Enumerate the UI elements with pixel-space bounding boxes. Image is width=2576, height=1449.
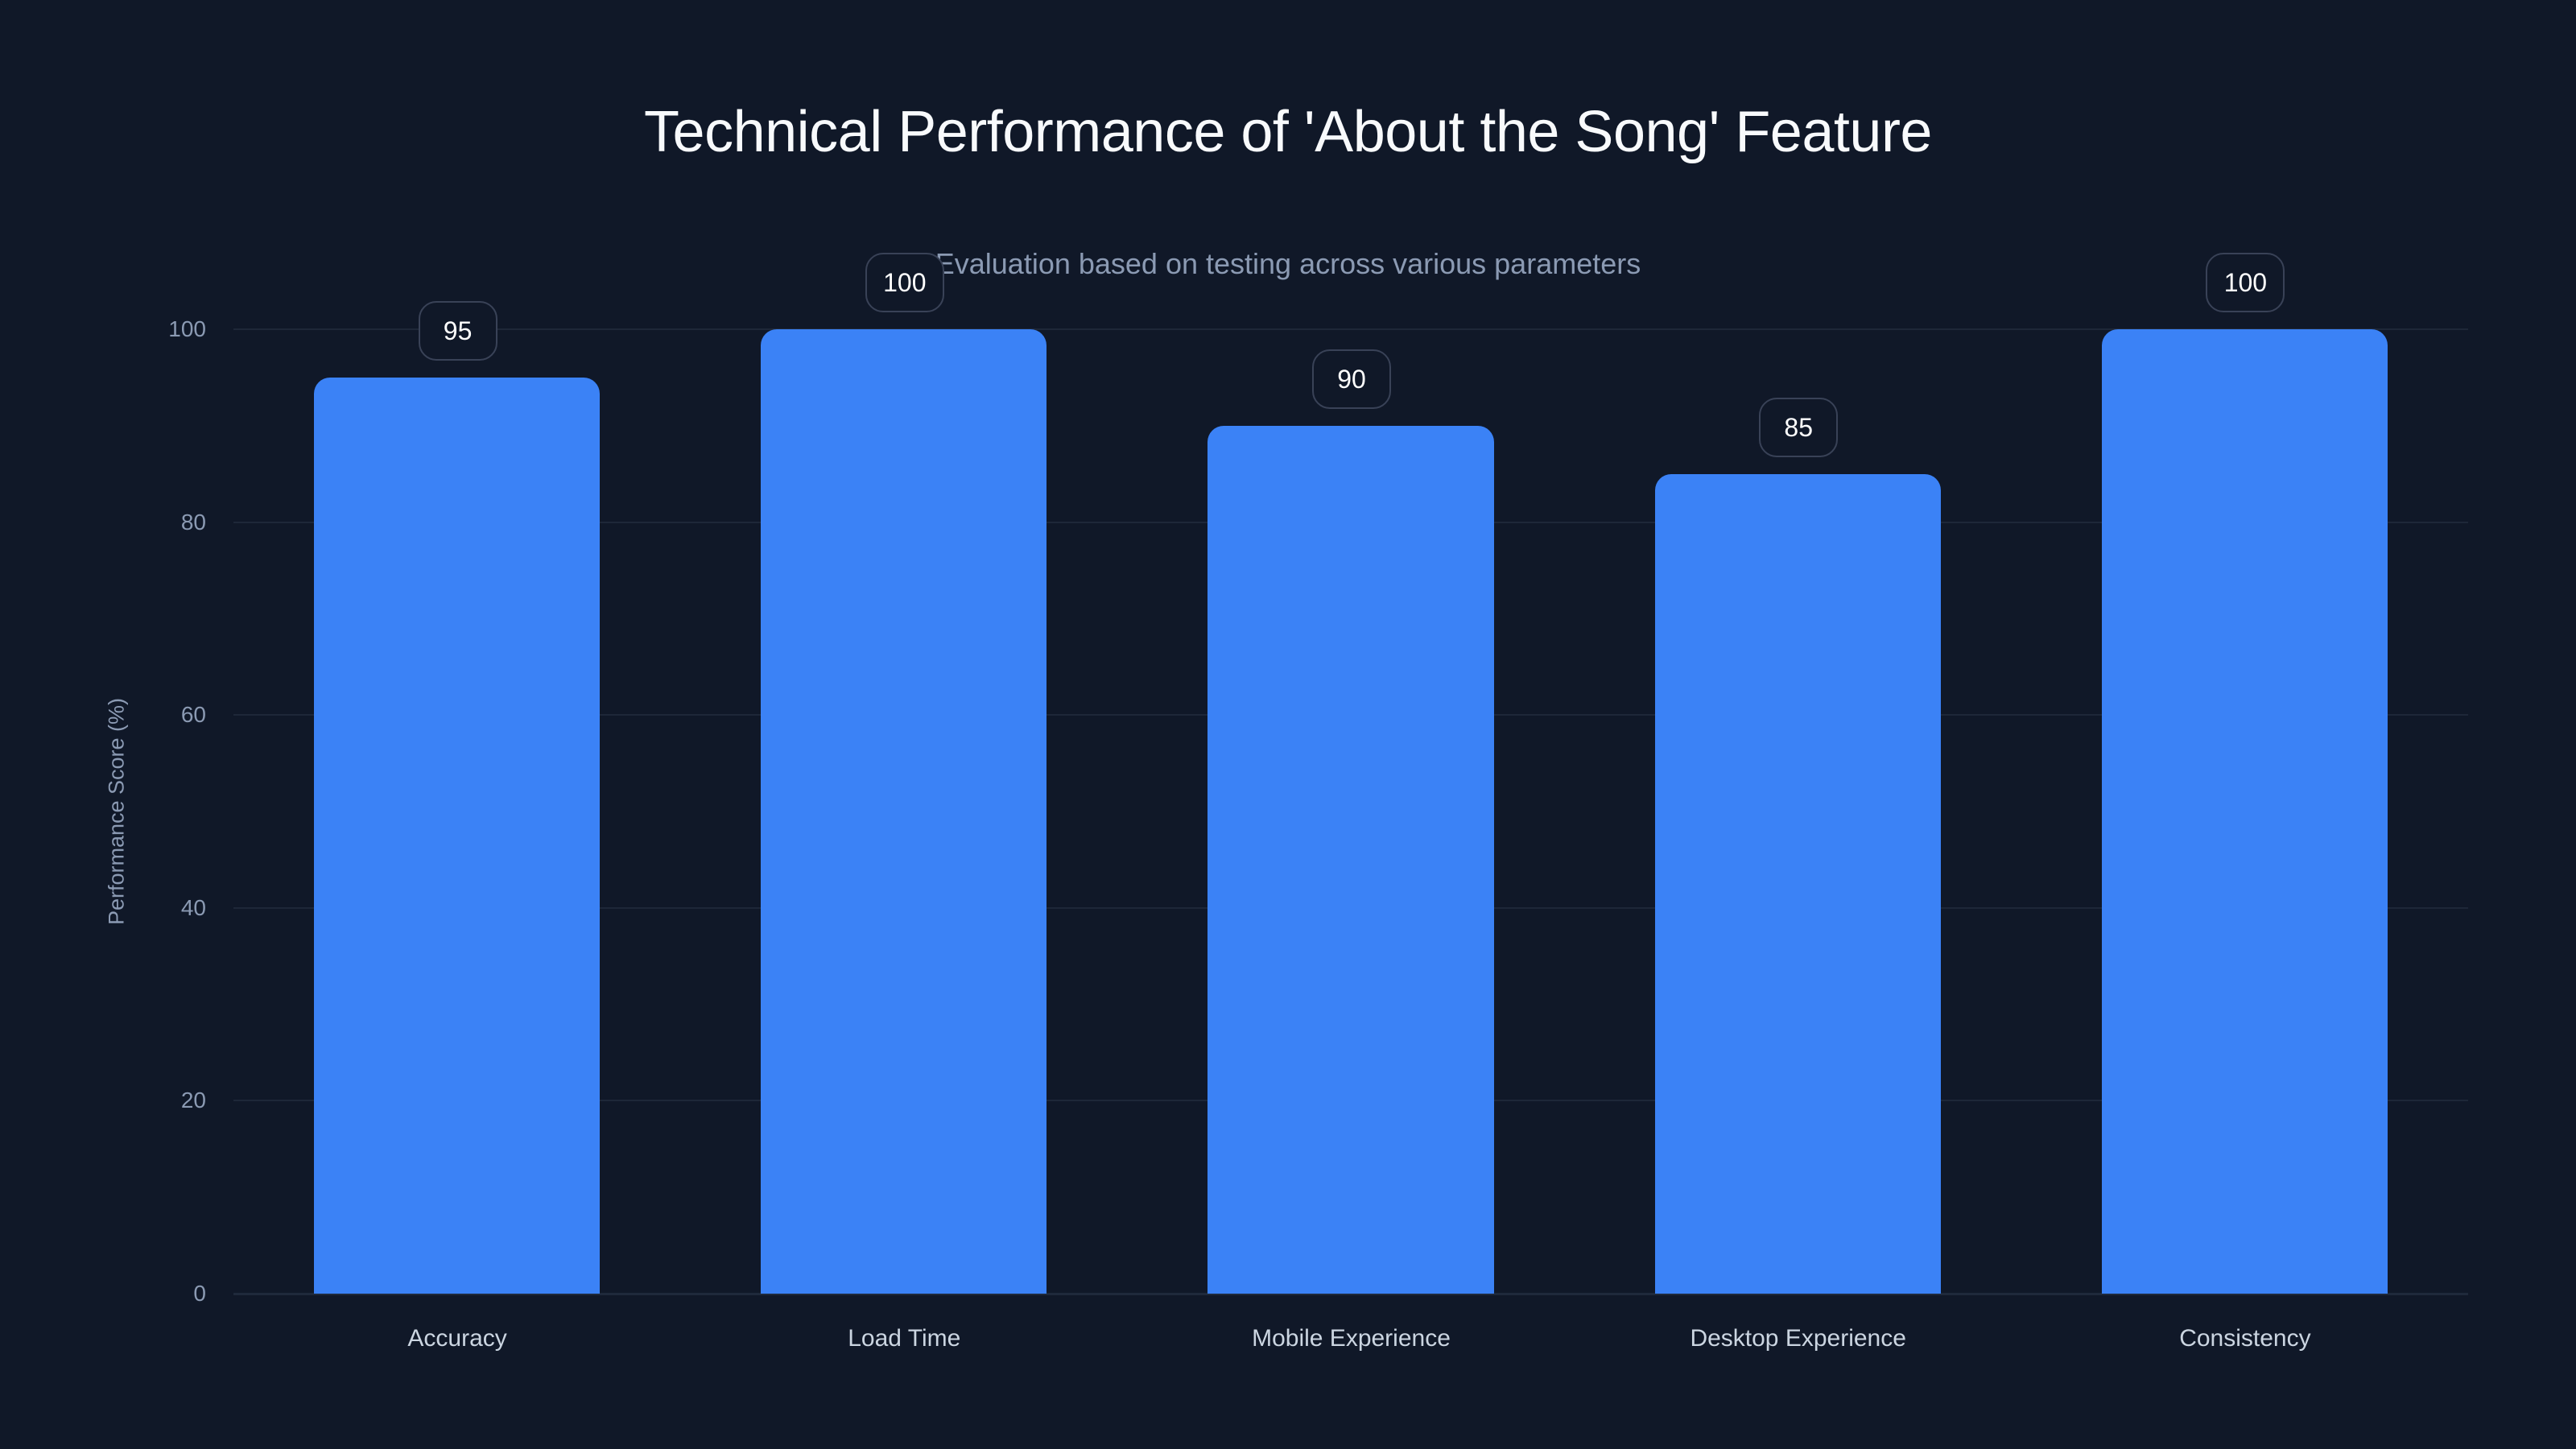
bar-mobile-experience xyxy=(1208,425,1494,1294)
gridline-0 xyxy=(233,1293,2468,1295)
x-axis-label: Mobile Experience xyxy=(1252,1325,1451,1352)
y-tick-label: 0 xyxy=(193,1281,206,1306)
bar-load-time xyxy=(761,329,1047,1294)
y-axis-label: Performance Score (%) xyxy=(104,697,129,926)
x-axis-label: Desktop Experience xyxy=(1690,1325,1906,1352)
y-tick-label: 80 xyxy=(180,509,206,535)
value-label: 100 xyxy=(865,253,944,312)
value-label: 95 xyxy=(418,300,497,361)
y-tick-label: 20 xyxy=(180,1088,206,1113)
gridline-100 xyxy=(233,328,2468,330)
plot-area: 0 20 40 60 80 100 95 100 90 85 100 xyxy=(168,253,2468,1306)
bar-accuracy xyxy=(313,377,601,1294)
x-axis-label: Consistency xyxy=(2179,1325,2311,1352)
value-label: 85 xyxy=(1759,397,1839,457)
x-axis-label: Accuracy xyxy=(407,1325,507,1352)
chart-title: Technical Performance of 'About the Song… xyxy=(644,100,1932,164)
bar-desktop-experience xyxy=(1654,473,1941,1294)
y-tick-label: 40 xyxy=(180,894,206,920)
value-label: 90 xyxy=(1312,349,1391,409)
chart-subtitle: Evaluation based on testing across vario… xyxy=(935,247,1641,280)
y-tick-label: 100 xyxy=(168,316,206,341)
value-label: 100 xyxy=(2206,253,2285,312)
y-tick-label: 60 xyxy=(180,702,206,728)
bar-consistency xyxy=(2101,329,2388,1294)
x-axis-label: Load Time xyxy=(848,1325,961,1352)
